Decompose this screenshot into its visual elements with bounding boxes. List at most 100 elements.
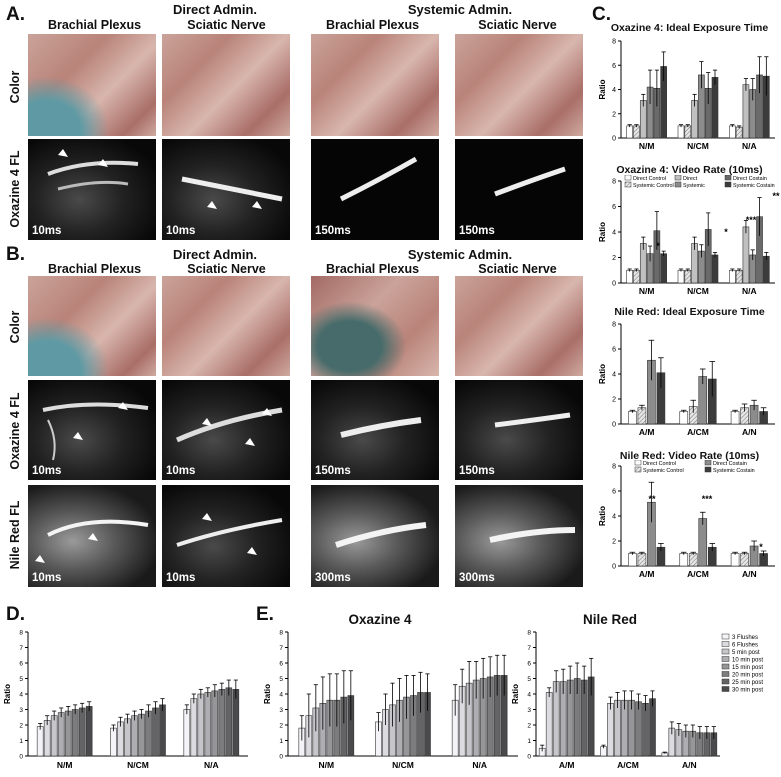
b-nr-nerve-3: [335, 522, 427, 548]
y-tick-label: 0: [612, 564, 616, 571]
bar: [159, 704, 166, 757]
legend-swatch: [724, 175, 732, 181]
y-axis-label: Ratio: [511, 684, 520, 704]
b-time-5: 10ms: [32, 572, 62, 584]
bar: [684, 125, 692, 139]
category-label: A/M: [639, 427, 655, 437]
y-axis-label: Ratio: [598, 364, 607, 384]
b-time-1: 10ms: [32, 465, 62, 477]
bar: [225, 687, 233, 757]
b-row-color: Color: [8, 310, 22, 344]
b-row-oxazine: Oxazine 4 FL: [8, 392, 22, 470]
bar: [679, 553, 689, 567]
legend-label: 25 min post: [732, 680, 763, 686]
y-tick-label: 8: [527, 630, 531, 637]
chart-e2: 0 1 2 3 4 5 6 7 8 Ratio A/M A/CM A/N 3 Flushes 6 Flush…: [511, 630, 763, 771]
bar: [232, 689, 240, 757]
bar: [684, 269, 692, 284]
bar: [145, 710, 152, 757]
bar: [679, 411, 689, 425]
legend-label: 15 min post: [732, 665, 763, 671]
bar: [131, 715, 138, 757]
y-tick-label: 3: [279, 707, 283, 714]
y-tick-label: 5: [527, 676, 531, 683]
y-tick-label: 0: [279, 754, 283, 761]
b-header-systemic: Systemic Admin.: [407, 247, 513, 262]
a-fl-brachial-direct: 10ms: [28, 139, 156, 240]
y-tick-label: 0: [612, 281, 616, 288]
bar: [50, 715, 58, 757]
b-ox-nerve-2: [175, 407, 283, 446]
y-tick-label: 6: [19, 661, 23, 668]
bar: [78, 707, 86, 757]
bar: [642, 703, 649, 757]
bar: [626, 269, 633, 284]
bar: [57, 712, 65, 757]
bar: [124, 718, 131, 757]
a-header-direct: Direct Admin.: [172, 2, 258, 17]
y-tick-label: 2: [279, 723, 283, 730]
b-ox-nerve-4: [494, 412, 571, 428]
bar: [628, 411, 637, 425]
bar: [545, 692, 553, 757]
b-nr-sciatic-direct: 10ms: [162, 485, 290, 587]
y-axis-label: Ratio: [598, 79, 607, 99]
bar: [138, 713, 145, 757]
bar: [628, 553, 637, 567]
b-nr-nerve-1: [35, 519, 149, 563]
bar: [742, 226, 750, 284]
bar: [197, 693, 205, 757]
bar: [183, 709, 191, 757]
y-tick-label: 8: [279, 630, 283, 637]
category-label: N/A: [742, 141, 757, 151]
a-fl-nerve-3: [339, 156, 418, 202]
b-col-brachial-systemic: Brachial Plexus: [325, 262, 420, 276]
bar: [649, 698, 656, 757]
y-tick-label: 2: [612, 111, 616, 118]
legend-label: Systemic Costain: [713, 468, 755, 474]
c2-title: Oxazine 4: Video Rate (10ms): [616, 164, 763, 176]
category-label: N/A: [472, 760, 487, 770]
legend-swatch: [674, 181, 682, 188]
b-col-sciatic-direct: Sciatic Nerve: [187, 262, 266, 276]
chart-c2: 0 2 4 6 8 Ratio N/M N/CM N/A Direct Control Direct…: [598, 175, 780, 296]
legend-swatch: [721, 656, 730, 662]
a-fl-brachial-systemic: 150ms: [311, 139, 439, 240]
category-label: N/A: [204, 760, 219, 770]
y-tick-label: 2: [612, 397, 616, 404]
y-tick-label: 6: [527, 661, 531, 668]
bar: [85, 706, 93, 757]
y-tick-label: 4: [527, 692, 531, 699]
bar: [190, 698, 198, 757]
legend-label: 5 min post: [732, 650, 760, 656]
a-fl-sciatic-systemic: 150ms: [455, 139, 583, 240]
category-label: A/N: [742, 569, 757, 579]
y-tick-label: 5: [19, 676, 23, 683]
y-tick-label: 4: [612, 230, 616, 237]
chart-c4: 0 2 4 6 8 Ratio A/M A/CM A/N Direct Control Direct…: [598, 460, 775, 579]
legend-swatch: [721, 648, 730, 655]
legend-label: Direct Costain: [733, 176, 767, 182]
legend-swatch: [704, 466, 712, 473]
legend-swatch: [704, 460, 712, 466]
y-tick-label: 0: [612, 136, 616, 143]
significance-mark: *: [656, 241, 660, 251]
y-tick-label: 8: [19, 630, 23, 637]
category-label: A/N: [682, 760, 697, 770]
y-tick-label: 8: [612, 464, 616, 471]
chart-c1: 0 2 4 6 8 Ratio N/M N/CM N/A: [598, 39, 775, 151]
panel-label-a: A.: [6, 4, 25, 25]
category-label: N/M: [319, 760, 335, 770]
bar: [204, 692, 212, 757]
bar: [730, 553, 740, 567]
y-tick-label: 1: [19, 738, 23, 745]
legend-label: Direct Control: [633, 176, 666, 182]
y-tick-label: 1: [527, 738, 531, 745]
bar: [607, 703, 614, 757]
a-col-sciatic-systemic: Sciatic Nerve: [478, 18, 557, 32]
category-label: N/CM: [127, 760, 149, 770]
legend-swatch: [724, 181, 732, 188]
significance-mark: ***: [746, 215, 757, 225]
legend-swatch: [634, 466, 642, 473]
y-axis-label: Ratio: [263, 684, 272, 704]
